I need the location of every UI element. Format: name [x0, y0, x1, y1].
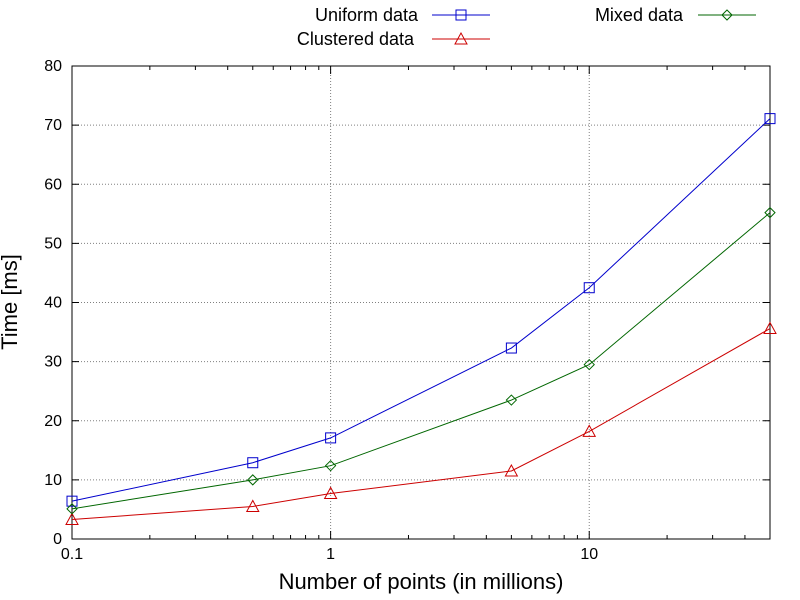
legend: Uniform data Clustered data Mixed data [297, 5, 756, 49]
data-point-uniform-data [505, 342, 517, 354]
y-tick-label: 0 [53, 531, 62, 548]
series-line-uniform-data [71, 118, 771, 502]
series-mixed-data [66, 206, 776, 515]
data-point-clustered-data [323, 486, 338, 499]
x-axis-title: Number of points (in millions) [279, 569, 564, 594]
x-tick-label: 0.1 [61, 546, 83, 563]
y-tick-label: 60 [44, 176, 62, 193]
data-point-uniform-data [325, 432, 337, 444]
y-tick-label: 80 [44, 58, 62, 75]
x-tick-label: 10 [580, 546, 598, 563]
data-point-mixed-data [247, 474, 259, 486]
series-line-mixed-data [71, 212, 771, 510]
y-tick-label: 40 [44, 295, 62, 312]
y-tick-label: 20 [44, 413, 62, 430]
legend-entry-mixed-data: Mixed data [595, 5, 756, 25]
legend-marker [721, 9, 733, 21]
series-clustered-data [65, 321, 777, 525]
data-point-mixed-data [66, 503, 78, 515]
y-tick-label: 10 [44, 472, 62, 489]
series-uniform-data [66, 113, 776, 507]
legend-marker [454, 31, 468, 45]
axis-ticks: 0 10 20 30 40 50 60 70 80 0.1 1 10 [44, 58, 770, 563]
legend-marker [455, 9, 467, 21]
legend-entry-clustered-data: Clustered data [297, 29, 490, 49]
legend-entry-uniform-data: Uniform data [315, 5, 490, 25]
series-line-clustered-data [71, 328, 771, 520]
data-point-clustered-data [504, 463, 519, 477]
data-point-mixed-data [324, 459, 337, 472]
y-tick-label: 70 [44, 117, 62, 134]
y-tick-label: 30 [44, 354, 62, 371]
data-point-uniform-data [764, 113, 776, 125]
y-axis-title: Time [ms] [0, 254, 22, 350]
data-point-uniform-data [247, 457, 259, 469]
data-point-mixed-data [764, 206, 776, 219]
y-tick-label: 50 [44, 235, 62, 252]
legend-label: Clustered data [297, 29, 415, 49]
data-point-uniform-data [583, 282, 595, 294]
data-point-uniform-data [66, 495, 78, 507]
data-point-clustered-data [582, 424, 597, 437]
data-point-mixed-data [505, 394, 518, 406]
data-point-clustered-data [245, 499, 260, 512]
x-tick-label: 1 [326, 546, 335, 563]
data-series [65, 113, 777, 525]
data-point-mixed-data [583, 358, 595, 371]
data-point-clustered-data [763, 321, 777, 335]
legend-label: Uniform data [315, 5, 419, 25]
grid-lines [72, 66, 770, 539]
data-point-clustered-data [65, 512, 79, 525]
legend-label: Mixed data [595, 5, 684, 25]
